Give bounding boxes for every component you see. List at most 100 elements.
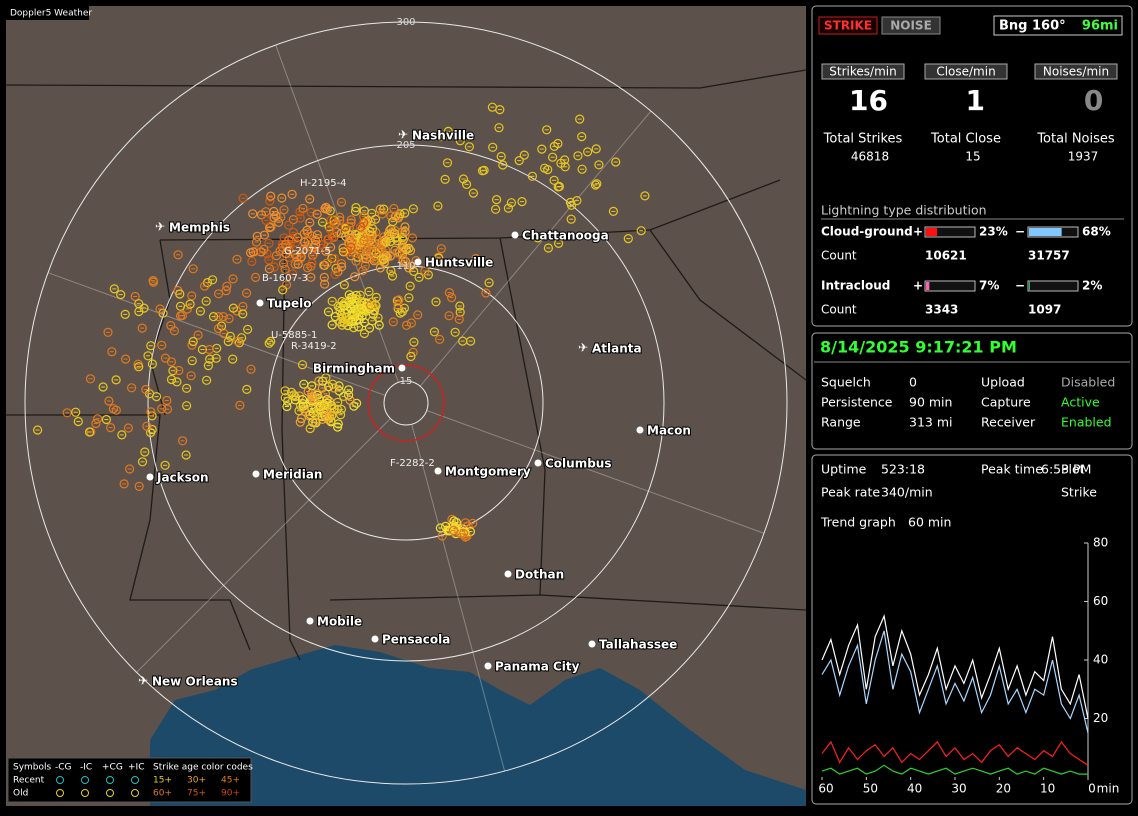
strike-symbol (337, 312, 347, 323)
city-label: Pensacola (382, 633, 450, 647)
app-title: Doppler5 Weather (10, 9, 92, 19)
strike-symbol (166, 374, 177, 385)
strike-symbol (305, 194, 315, 204)
strike-symbol (347, 314, 357, 325)
strike-symbol (451, 517, 462, 528)
noise-button[interactable] (881, 16, 941, 35)
storm-label: R-3419-2 (291, 341, 337, 352)
strike-symbol (271, 210, 281, 221)
strike-symbol (378, 254, 389, 265)
range-ring-label: 110 (396, 261, 415, 272)
strike-symbol (92, 414, 103, 424)
strike-symbol (464, 142, 474, 152)
strike-symbol (98, 382, 108, 392)
strike-symbol (553, 238, 564, 248)
strike-symbol (336, 197, 347, 207)
strike-symbol (359, 328, 369, 339)
rate-label-box (1034, 63, 1118, 80)
strike-symbol (400, 227, 410, 237)
strike-symbol (187, 356, 197, 366)
strike-symbol (400, 222, 410, 232)
strike-symbol (305, 217, 315, 228)
strike-symbol (370, 300, 380, 310)
legend-type: +CG (102, 763, 123, 773)
strike-symbol (256, 210, 267, 220)
station-setting: 0 (909, 375, 917, 390)
x-tick-label: 0 (1088, 782, 1096, 796)
strike-symbol (300, 237, 310, 247)
strike-symbol (320, 401, 330, 411)
strike-symbol (308, 394, 318, 404)
strike-symbol (357, 224, 367, 234)
strike-symbol (392, 248, 402, 258)
strike-symbol (269, 262, 279, 272)
strike-symbol (366, 217, 376, 227)
city-dot (256, 299, 264, 307)
strike-button[interactable] (818, 16, 878, 35)
strike-symbol (299, 244, 309, 254)
strike-symbol (162, 395, 172, 406)
strike-symbol (375, 263, 385, 273)
strike-symbol (326, 416, 336, 426)
strike-symbol (155, 304, 165, 314)
city-label: Tallahassee (599, 638, 677, 652)
legend-symbols: Symbols (13, 763, 52, 773)
strike-symbol (337, 262, 347, 272)
strike-symbol (346, 218, 356, 228)
strike-symbol (178, 436, 188, 446)
strike-symbol (392, 236, 402, 246)
strike-symbol (375, 244, 385, 254)
strike-symbol (443, 126, 453, 136)
strike-symbol (160, 460, 170, 470)
strike-symbol (269, 213, 279, 223)
strike-symbol (202, 375, 212, 385)
strike-symbol (262, 249, 272, 259)
strike-symbol (134, 481, 144, 491)
strike-symbol (436, 244, 446, 254)
strike-symbol (339, 317, 349, 328)
strike-symbol (336, 259, 347, 269)
strike-symbol (107, 347, 117, 357)
strike-symbol (454, 314, 464, 324)
x-tick-label: 10 (1040, 782, 1055, 796)
strike-symbol (233, 336, 243, 346)
strike-symbol (295, 417, 305, 427)
rate-label: Close/min (936, 65, 995, 79)
strike-symbol (554, 181, 565, 192)
strike-symbol (127, 383, 137, 393)
city-label: Jackson (156, 471, 209, 485)
strike-symbol (455, 307, 465, 317)
x-tick-label: 40 (907, 782, 922, 796)
distribution-bar-frame (924, 226, 976, 238)
strike-symbol (332, 404, 342, 414)
radial-line (136, 418, 391, 673)
strike-symbol (543, 165, 553, 175)
distribution-type: Cloud-ground (821, 225, 913, 239)
strike-symbol (201, 296, 211, 306)
strike-symbol (294, 406, 304, 416)
strike-symbol (252, 231, 262, 241)
strike-symbol (175, 301, 186, 311)
station-setting: Squelch (821, 375, 871, 390)
strike-symbol (317, 383, 327, 393)
city-label: Mobile (317, 615, 362, 629)
station-setting: Active (1061, 395, 1100, 410)
station-setting: 313 mi (909, 415, 952, 430)
distribution-bar-frame (1027, 280, 1079, 292)
stats-box (811, 5, 1133, 327)
strike-symbol (181, 450, 191, 460)
strike-symbol (366, 247, 376, 257)
strike-symbol (259, 230, 269, 240)
strike-symbol (543, 243, 554, 253)
rate-label: Noises/min (1043, 65, 1109, 79)
strike-symbol (307, 392, 317, 402)
city-dot (398, 364, 406, 372)
strike-symbol (346, 242, 356, 252)
strike-symbol (527, 171, 538, 181)
strike-symbol (280, 386, 290, 396)
strike-symbol (130, 291, 140, 302)
strike-symbol (408, 204, 418, 214)
strike-symbol (364, 323, 375, 333)
strike-symbol (232, 254, 242, 264)
strike-symbol (111, 375, 121, 385)
